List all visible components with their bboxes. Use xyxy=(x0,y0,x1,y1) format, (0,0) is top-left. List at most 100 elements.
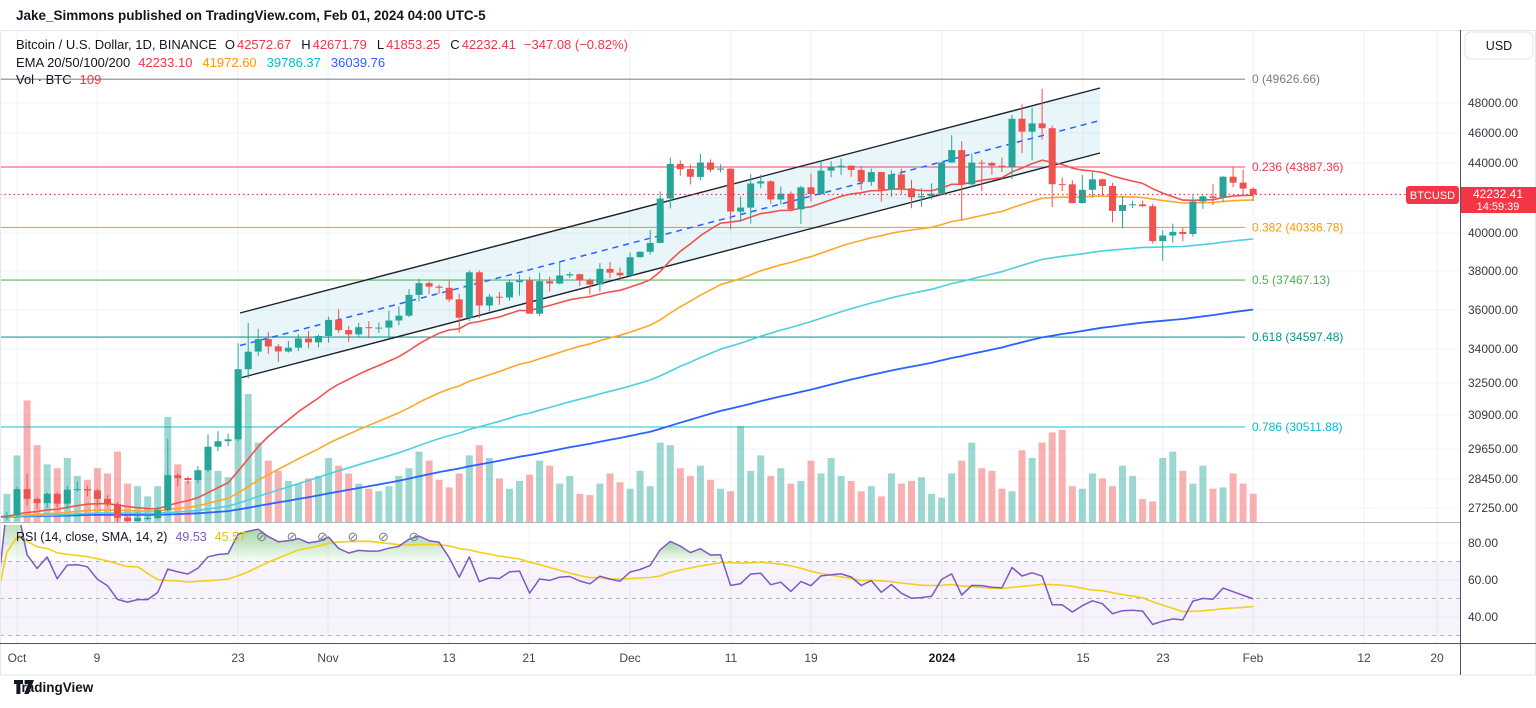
rsi-legend-title[interactable]: RSI (14, close, SMA, 14, 2) xyxy=(16,530,168,544)
fib-level-label[interactable]: 0 (49626.66) xyxy=(1252,72,1320,86)
price-axis-label[interactable]: 40000.00 xyxy=(1468,226,1518,240)
fib-level-label[interactable]: 0.786 (30511.88) xyxy=(1252,420,1343,434)
price-axis-label[interactable]: 46000.00 xyxy=(1468,126,1518,140)
time-axis-label[interactable]: 11 xyxy=(725,651,738,665)
hidden-indicator-icons[interactable]: ⊘ ⊘ ⊘ ⊘ ⊘ ⊘ xyxy=(256,529,428,544)
candle xyxy=(104,498,111,505)
price-axis-label[interactable]: 30900.00 xyxy=(1468,408,1518,422)
candle xyxy=(626,257,634,276)
candle xyxy=(938,162,946,194)
tradingview-logo[interactable]: TradingView xyxy=(14,680,93,695)
ema-legend-row: EMA 20/50/100/200 42233.10 41972.60 39786.… xyxy=(16,55,385,70)
time-axis-label[interactable]: 9 xyxy=(94,651,101,665)
price-axis-label[interactable]: 44000.00 xyxy=(1468,156,1518,170)
candle xyxy=(1229,176,1237,183)
ema-legend-title[interactable]: EMA 20/50/100/200 xyxy=(16,55,131,70)
price-axis-label[interactable]: 28450.00 xyxy=(1468,472,1518,486)
volume-legend-title[interactable]: Vol · BTC xyxy=(16,72,72,87)
rsi-ma-line[interactable] xyxy=(0,535,1254,613)
candle xyxy=(737,207,745,212)
time-axis-label[interactable]: 23 xyxy=(1156,651,1170,665)
candle xyxy=(335,319,343,331)
time-axis-label[interactable]: Nov xyxy=(317,651,338,665)
time-axis-label[interactable]: 20 xyxy=(1430,651,1444,665)
fib-level-label[interactable]: 0.382 (40336.78) xyxy=(1252,220,1343,234)
symbol-price-flag xyxy=(1406,186,1459,204)
symbol-title[interactable]: Bitcoin / U.S. Dollar, 1D, BINANCE xyxy=(16,37,217,52)
price-axis-label[interactable]: 29650.00 xyxy=(1468,442,1518,456)
time-axis-label[interactable]: Feb xyxy=(1243,651,1264,665)
time-axis-label[interactable]: Dec xyxy=(619,651,640,665)
candle xyxy=(1038,123,1046,129)
price-axis-label[interactable]: 48000.00 xyxy=(1468,96,1518,110)
ohlc-values: O 42572.67 H 42671.79 L 41853.25 C 42232.41 xyxy=(225,37,516,52)
candle xyxy=(385,320,393,328)
currency-button[interactable] xyxy=(1464,31,1534,60)
candle xyxy=(395,315,403,321)
candle xyxy=(264,339,272,347)
candle xyxy=(596,268,604,285)
candle xyxy=(405,294,413,316)
candle xyxy=(918,196,925,198)
candle xyxy=(154,510,162,519)
time-axis-label[interactable]: 12 xyxy=(1357,651,1371,665)
time-axis-label[interactable]: 23 xyxy=(231,651,245,665)
rsi-axis-label[interactable]: 80.00 xyxy=(1468,536,1498,550)
candle xyxy=(294,338,302,348)
time-axis-label[interactable]: 21 xyxy=(522,651,536,665)
svg-text:42232.41: 42232.41 xyxy=(1473,187,1523,201)
candle xyxy=(526,280,534,314)
bar-countdown: 14:59:39 xyxy=(1477,201,1520,213)
fib-level-label[interactable]: 0.618 (34597.48) xyxy=(1252,330,1343,344)
svg-text:BTCUSD: BTCUSD xyxy=(1410,190,1455,202)
candle xyxy=(727,168,735,212)
candle xyxy=(1179,231,1187,234)
candle xyxy=(214,441,222,447)
price-axis-label[interactable]: 32500.00 xyxy=(1468,376,1518,390)
candle xyxy=(1088,179,1096,190)
candle xyxy=(807,187,815,194)
price-axis-label[interactable]: 34000.00 xyxy=(1468,342,1518,356)
candle xyxy=(1018,118,1026,132)
volume-value: 109 xyxy=(79,72,102,87)
tradingview-brand-text: TradingView xyxy=(14,680,94,695)
time-axis-label[interactable]: 13 xyxy=(442,651,456,665)
ema-20-line xyxy=(0,159,1254,518)
rsi-axis-label[interactable]: 40.00 xyxy=(1468,610,1498,624)
time-axis-label[interactable]: Oct xyxy=(8,651,27,665)
candle xyxy=(124,517,132,521)
fib-level-label[interactable]: 0.236 (43887.36) xyxy=(1252,160,1343,174)
candle xyxy=(83,489,91,491)
ema-value: 41972.60 xyxy=(202,55,257,70)
candle xyxy=(968,162,976,185)
price-axis-panel[interactable] xyxy=(1461,31,1535,643)
candle xyxy=(425,283,433,287)
time-axis-label[interactable]: 19 xyxy=(804,651,818,665)
candlestick-series[interactable] xyxy=(0,88,1257,527)
ema-200-line xyxy=(0,308,1254,518)
candle xyxy=(134,518,142,521)
candle xyxy=(33,498,41,504)
rsi-axis-label[interactable]: 60.00 xyxy=(1468,573,1498,587)
candle xyxy=(73,489,81,491)
ema-lines[interactable] xyxy=(0,159,1254,518)
time-axis-label[interactable]: 15 xyxy=(1076,651,1090,665)
candle xyxy=(174,475,182,478)
price-axis-label[interactable]: 36000.00 xyxy=(1468,303,1518,317)
candle xyxy=(1078,189,1086,203)
price-axis-label[interactable]: 27250.00 xyxy=(1468,501,1518,515)
candle xyxy=(686,169,694,177)
fib-level-label[interactable]: 0.5 (37467.13) xyxy=(1252,273,1330,287)
candle xyxy=(1028,123,1036,132)
candle xyxy=(767,181,775,200)
candle xyxy=(536,281,544,314)
candle xyxy=(1098,179,1106,186)
time-axis-label[interactable]: 2024 xyxy=(929,651,956,665)
candle xyxy=(867,172,875,182)
candle xyxy=(827,167,835,171)
candle xyxy=(948,150,956,163)
rsi-line[interactable] xyxy=(0,506,1254,626)
price-axis-label[interactable]: 38000.00 xyxy=(1468,264,1518,278)
ohlc-pair: L 41853.25 xyxy=(376,37,441,52)
